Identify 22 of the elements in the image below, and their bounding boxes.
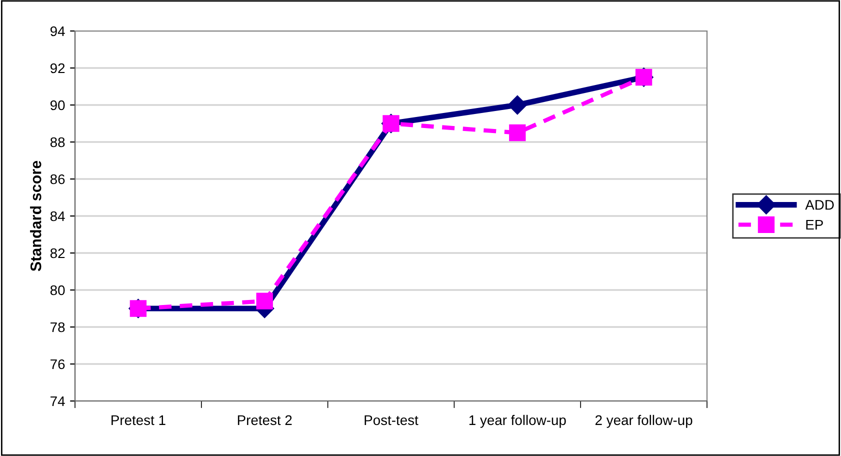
y-axis-title: Standard score (30, 160, 42, 272)
x-tick-label: Pretest 2 (238, 415, 292, 426)
x-tick-label: 1 year follow-up (469, 414, 566, 428)
y-tick-label: 86 (50, 174, 65, 184)
y-tick-label: 90 (50, 100, 65, 110)
y-tick-label: 74 (50, 396, 65, 406)
y-tick-label: 88 (50, 137, 65, 148)
point (508, 95, 527, 115)
x-tick-label: Pretest 1 (112, 415, 166, 426)
point (256, 292, 273, 310)
point (509, 124, 526, 142)
y-tick-label: 76 (50, 359, 65, 370)
legend-label: EP (806, 220, 823, 230)
y-tick-label: 82 (50, 248, 65, 258)
y-tick-label: 78 (50, 322, 65, 332)
y-tick-label: 80 (50, 285, 65, 296)
x-tick-label: Post-test (364, 415, 418, 426)
y-tick-label: 94 (50, 26, 65, 36)
legend-label: ADD (805, 200, 834, 210)
x-tick-label: 2 year follow-up (595, 414, 692, 428)
y-tick-label: 92 (50, 63, 65, 74)
y-tick-label: 84 (50, 211, 65, 222)
